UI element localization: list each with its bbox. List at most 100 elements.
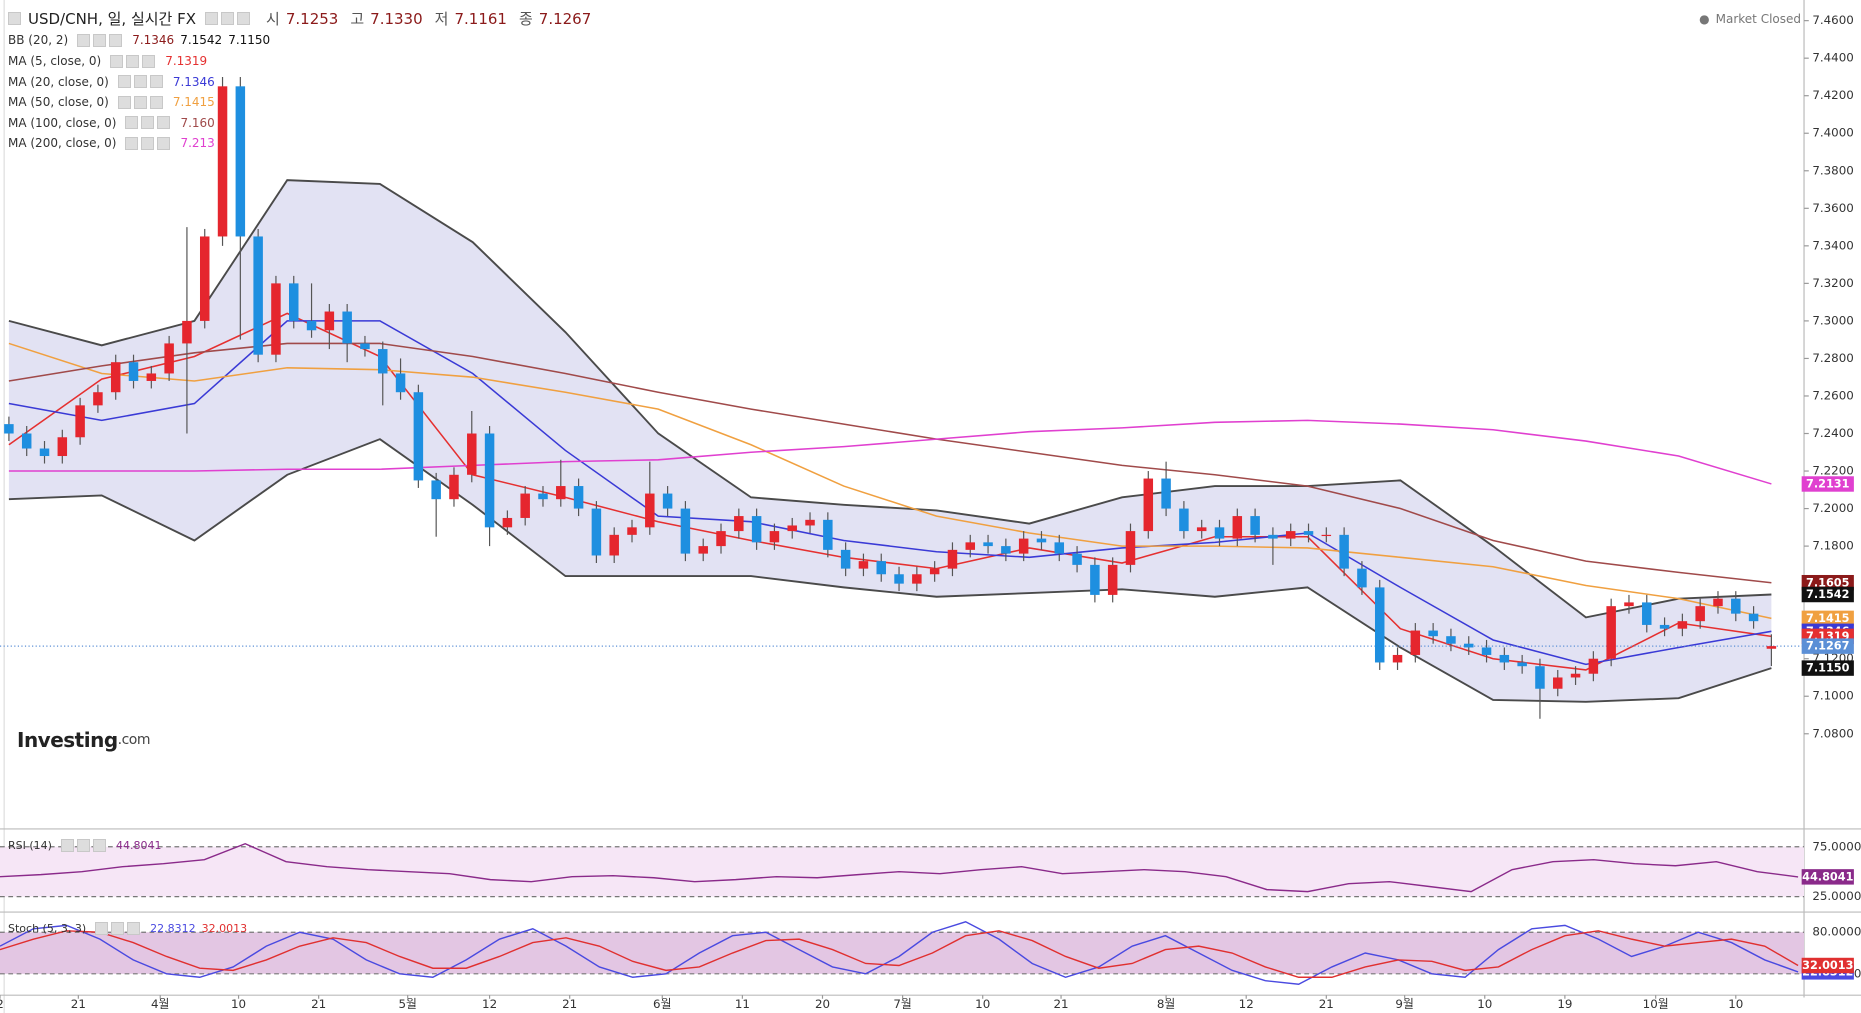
ohlc-key: 종 <box>518 10 533 28</box>
ohlc-value: 7.1267 <box>538 9 592 28</box>
candle-body <box>271 283 281 355</box>
y-tick-label: 7.2000 <box>1812 501 1853 515</box>
legend-name: Stoch (5, 3, 3) <box>8 922 87 936</box>
legend-name: MA (5, close, 0) <box>8 54 102 68</box>
indicator-last-label-box <box>1801 869 1854 885</box>
candle-body <box>1481 647 1492 655</box>
x-tick-label: 21 <box>1319 997 1334 1011</box>
legend-row: MA (5, close, 0) 7.1319 <box>8 54 207 68</box>
y-tick-label: 7.3000 <box>1812 313 1853 327</box>
legend-value: 7.160 <box>180 115 215 130</box>
indicator-line <box>0 930 1799 978</box>
candle-body <box>110 362 121 393</box>
x-tick-label: 7월 <box>893 997 911 1011</box>
candle-body <box>627 527 637 535</box>
x-tick-label: 10월 <box>1643 997 1669 1011</box>
band-last-label-box <box>1801 660 1854 676</box>
legend-name: MA (100, close, 0) <box>8 115 117 130</box>
icons <box>95 922 141 936</box>
candle-body <box>1090 564 1100 595</box>
candle-body <box>1214 527 1225 539</box>
candle-body <box>1179 508 1189 532</box>
indicator-last-label: 32.0013 <box>1802 959 1853 972</box>
candle-body <box>1659 624 1670 629</box>
x-tick-label: 20 <box>815 997 830 1011</box>
candle-body <box>1339 534 1349 569</box>
range-fill <box>0 932 1805 974</box>
y-tick-label: 7.2800 <box>1812 351 1853 365</box>
candle-body <box>199 236 210 321</box>
candle-body <box>39 448 50 457</box>
candle-body <box>680 508 691 554</box>
candle-body <box>858 561 869 569</box>
ma-last-label-box <box>1801 574 1854 591</box>
x-tick-label: 21 <box>71 997 86 1011</box>
legend-name: RSI (14) <box>8 839 52 853</box>
candle-body <box>823 519 833 550</box>
candle-body <box>484 433 495 528</box>
ma-last-label-box <box>1801 610 1854 627</box>
candle-body <box>662 493 673 509</box>
candle-body <box>1107 564 1118 595</box>
candle-body <box>1588 658 1599 674</box>
candle-body <box>1713 598 1723 607</box>
band-last-label: 7.1150 <box>1806 662 1850 675</box>
ma-line <box>8 342 1772 620</box>
candle-body <box>217 86 228 237</box>
candle-body <box>1624 602 1634 607</box>
candle-body <box>21 433 32 449</box>
x-tick-label: 19 <box>1557 997 1572 1011</box>
candle-body <box>1766 646 1777 649</box>
candle-body <box>1232 516 1243 539</box>
x-tick-label: 6월 <box>653 997 671 1011</box>
legend-value: 22.8312 <box>150 922 196 936</box>
candle-body <box>1695 606 1705 622</box>
last-price-label-box <box>1801 638 1854 654</box>
ohlc-value: 7.1253 <box>285 9 339 28</box>
candle-body <box>1606 606 1616 659</box>
symbol-title: USD/CNH, 일, 실시간 FX <box>28 10 197 28</box>
ma-last-label-box <box>1801 476 1854 492</box>
candle-body <box>253 236 263 355</box>
legend-name: BB (20, 2) <box>8 33 69 47</box>
y-tick-label: 7.1000 <box>1812 689 1853 703</box>
candle-body <box>983 542 993 547</box>
candle-body <box>947 549 958 569</box>
candle-body <box>164 343 174 374</box>
candle-body <box>1517 662 1527 667</box>
icons <box>125 136 171 150</box>
candle-body <box>1018 538 1029 554</box>
collapse-icon[interactable] <box>8 12 21 25</box>
brand: Investing <box>17 728 118 752</box>
candle-body <box>1268 534 1278 539</box>
candle-body <box>912 574 922 584</box>
header: USD/CNH, 일, 실시간 FX 시 7.1253 고 7.1330 저 7.11… <box>8 8 591 29</box>
candle-body <box>1196 527 1207 532</box>
candle-body <box>538 493 548 500</box>
ma-line <box>8 320 1772 666</box>
y-tick-label: 7.3400 <box>1812 238 1853 252</box>
band-last-label: 7.1542 <box>1806 588 1849 601</box>
candle-body <box>75 405 85 438</box>
candle-body <box>1463 643 1474 648</box>
status-text: Market Closed <box>1715 12 1801 26</box>
band-last-label-box <box>1801 586 1854 603</box>
legend-name: MA (200, close, 0) <box>8 136 117 150</box>
legend-value: 7.1415 <box>172 95 215 109</box>
indicator-last-label: 44.8041 <box>1802 870 1853 883</box>
candle-body <box>609 534 619 556</box>
market-status: ● Market Closed <box>1699 12 1801 26</box>
candle-body <box>431 480 441 500</box>
candle-body <box>1001 546 1011 554</box>
candle-body <box>1392 654 1403 663</box>
ohlc-key: 저 <box>434 10 449 28</box>
y-tick-label: 7.4200 <box>1812 88 1853 102</box>
legend-row: MA (20, close, 0) 7.1346 <box>8 75 215 89</box>
candle-body <box>1250 516 1260 535</box>
candle-body <box>591 508 602 556</box>
brand-suffix: .com <box>117 732 151 748</box>
candle-body <box>698 546 708 554</box>
candle-body <box>93 392 103 406</box>
candle-body <box>556 486 566 500</box>
